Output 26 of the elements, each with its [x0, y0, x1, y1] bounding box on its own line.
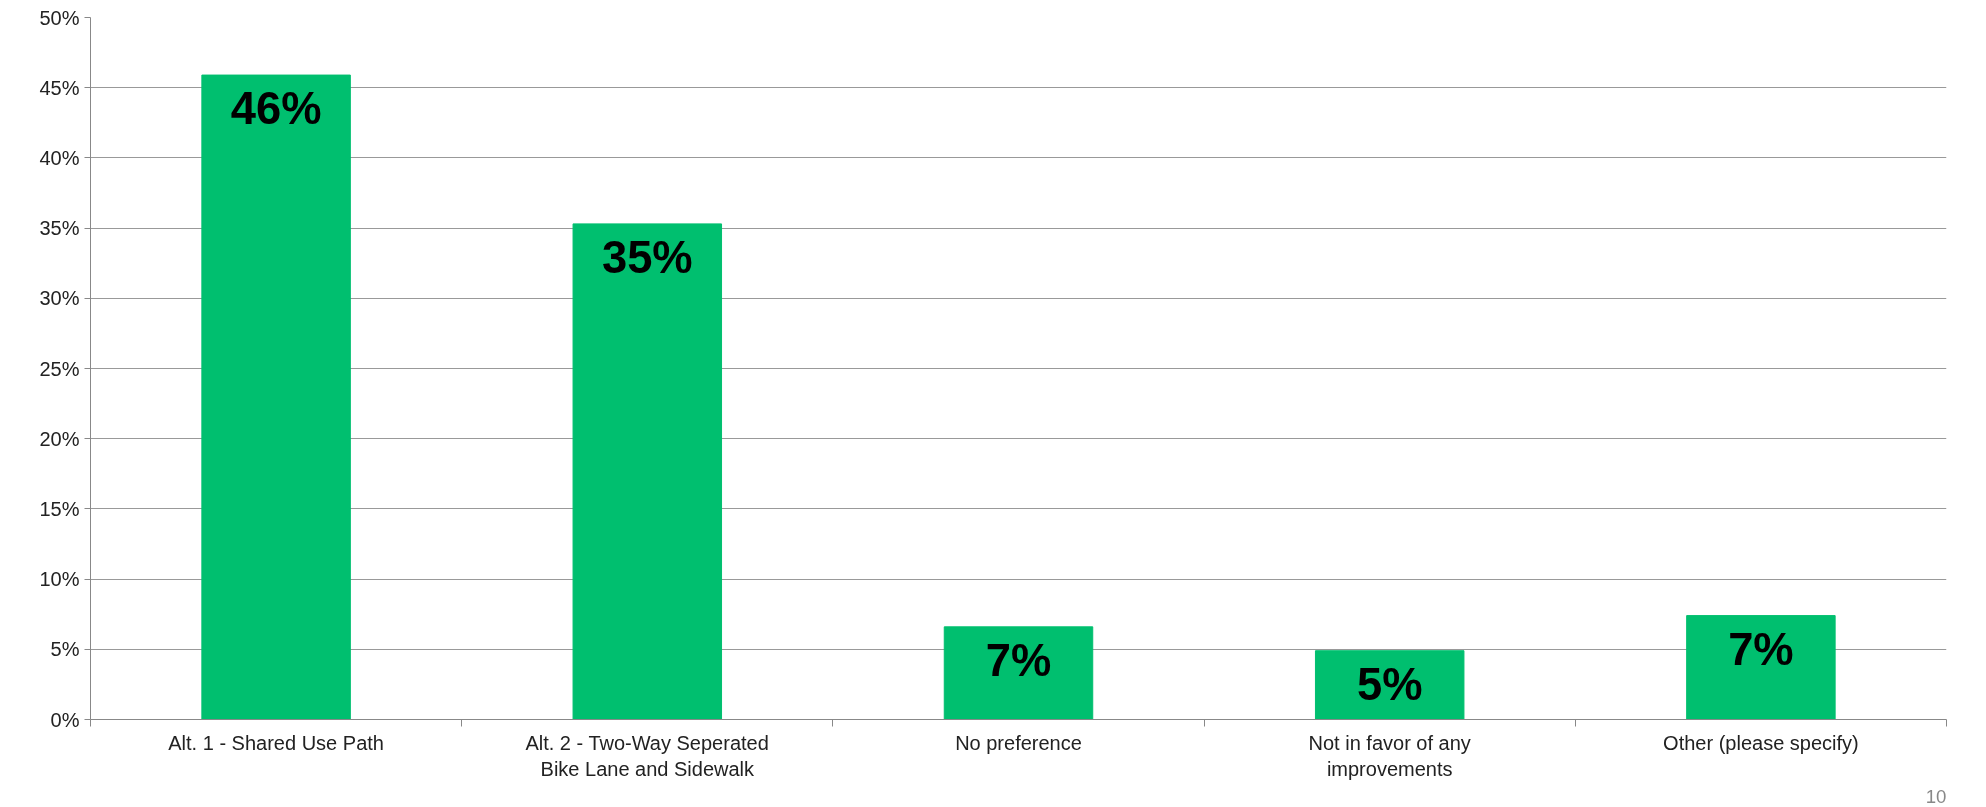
bar [201, 74, 351, 720]
bar [943, 626, 1094, 720]
y-tick-label: 50% [39, 6, 80, 29]
y-tick-label: 40% [39, 146, 80, 169]
x-tick-label: Other (please specify) [1663, 731, 1859, 754]
x-tick-label: Alt. 1 - Shared Use Path [168, 731, 384, 754]
y-tick-label: 10% [39, 568, 80, 591]
text: 10 [1925, 785, 1947, 807]
y-tick-label: 35% [39, 217, 80, 240]
y-tick-label: 45% [39, 76, 80, 99]
data-label: 5% [1356, 658, 1423, 710]
x-tick-label: Not in favor of any improvements [1308, 731, 1471, 780]
y-tick-label: 20% [39, 427, 80, 450]
y-tick-label: 0% [50, 708, 80, 731]
bar [572, 223, 723, 720]
y-tick-label: 5% [50, 638, 80, 661]
data-label: 7% [985, 634, 1052, 686]
y-tick-label: 25% [39, 357, 80, 380]
y-tick-label: 30% [39, 287, 80, 310]
data-label: 46% [230, 83, 322, 135]
y-tick-label: 15% [39, 497, 80, 520]
data-label: 7% [1728, 623, 1794, 675]
bar [1686, 615, 1836, 720]
x-tick-label: Alt. 2 - Two-Way Seperated Bike Lane and Sidewalk [525, 731, 769, 780]
data-label: 35% [601, 231, 693, 283]
x-tick-label: No preference [955, 731, 1082, 754]
